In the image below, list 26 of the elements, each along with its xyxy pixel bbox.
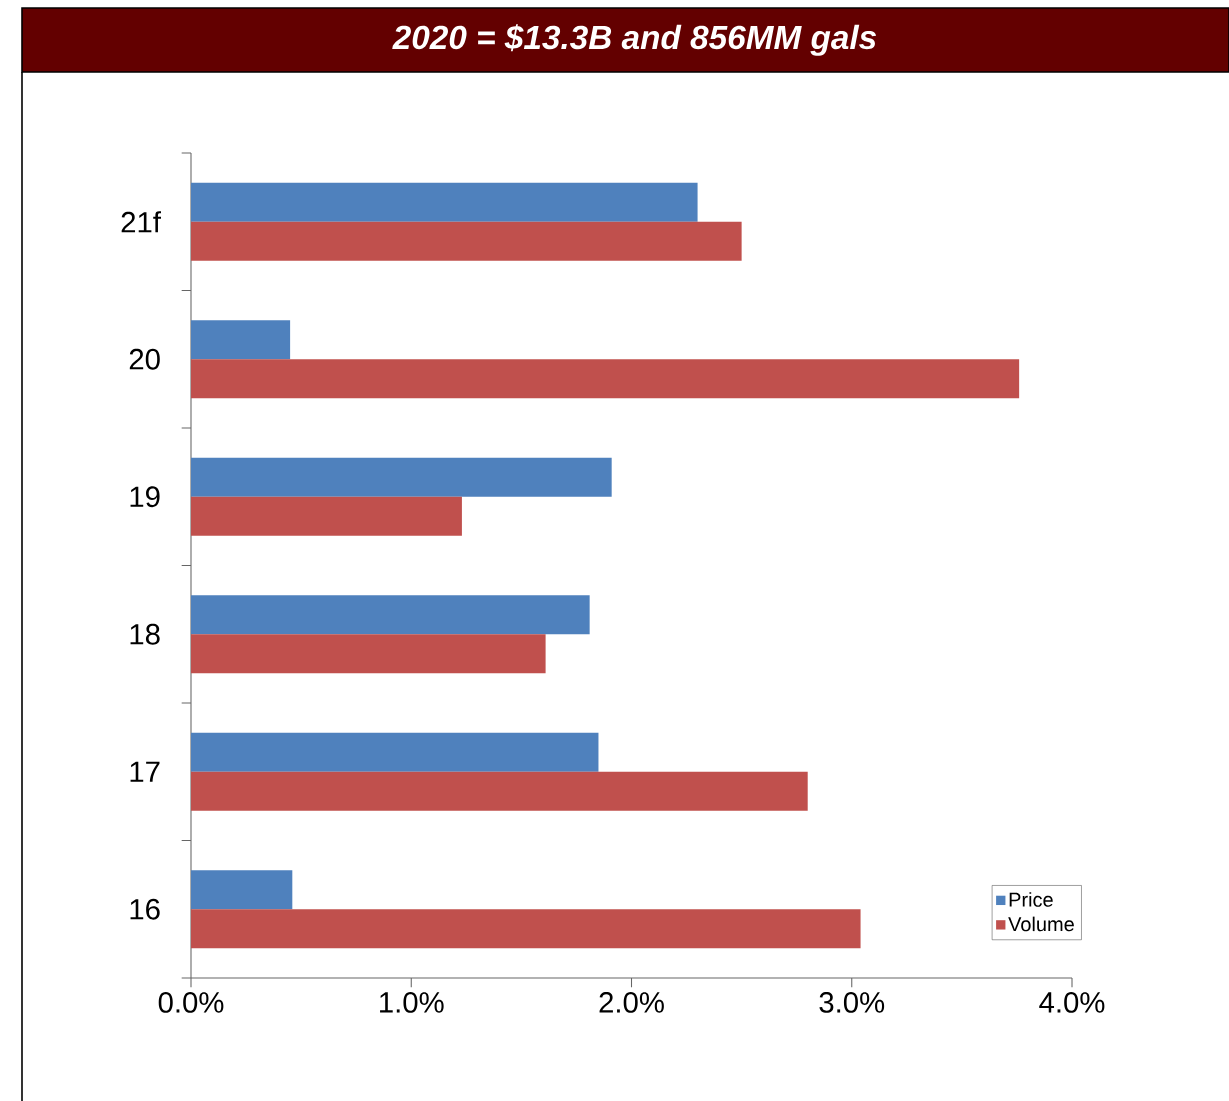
bar bbox=[191, 634, 546, 674]
legend-label: Price bbox=[1009, 892, 1053, 907]
legend-label: Volume bbox=[1008, 916, 1074, 932]
chart-title: 2020 = $13.3B and 856MM gals bbox=[392, 24, 877, 56]
x-tick-label: 4.0% bbox=[1039, 992, 1105, 1013]
bar bbox=[191, 320, 291, 360]
y-tick-label: 16 bbox=[130, 898, 160, 920]
x-tick-label: 1.0% bbox=[380, 992, 444, 1013]
y-tick-label: 20 bbox=[129, 348, 160, 370]
bar bbox=[191, 496, 462, 536]
y-tick-label: 21f bbox=[121, 211, 161, 233]
bar bbox=[191, 870, 293, 910]
bar bbox=[191, 732, 599, 772]
bar bbox=[191, 182, 698, 222]
bar bbox=[191, 909, 861, 949]
bar bbox=[191, 457, 612, 497]
bar bbox=[191, 359, 1020, 399]
x-tick-label: 0.0% bbox=[158, 992, 224, 1013]
x-tick-label: 3.0% bbox=[819, 992, 885, 1013]
y-tick-label: 17 bbox=[130, 761, 160, 782]
bar bbox=[191, 221, 742, 261]
bar bbox=[191, 771, 808, 811]
y-tick-label: 18 bbox=[130, 623, 160, 645]
bar bbox=[191, 595, 590, 635]
y-tick-label: 19 bbox=[130, 486, 160, 508]
x-tick-label: 2.0% bbox=[599, 992, 664, 1013]
